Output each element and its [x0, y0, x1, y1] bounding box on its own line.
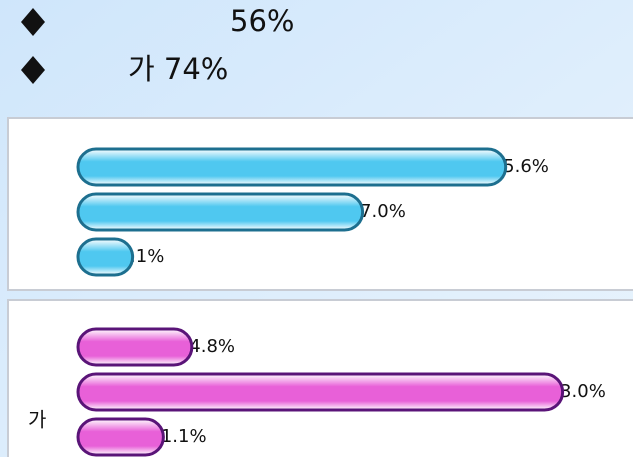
bullet-icon	[21, 56, 45, 84]
bar	[76, 237, 135, 277]
bullet-text: 56%	[230, 4, 294, 38]
bar	[76, 327, 194, 367]
category-label: 가	[28, 408, 46, 432]
bar	[76, 192, 365, 232]
bar	[76, 417, 165, 457]
bar	[76, 147, 508, 187]
bullet-icon	[21, 8, 45, 36]
bullet-text: 가 74%	[128, 52, 228, 86]
bar	[76, 372, 565, 412]
